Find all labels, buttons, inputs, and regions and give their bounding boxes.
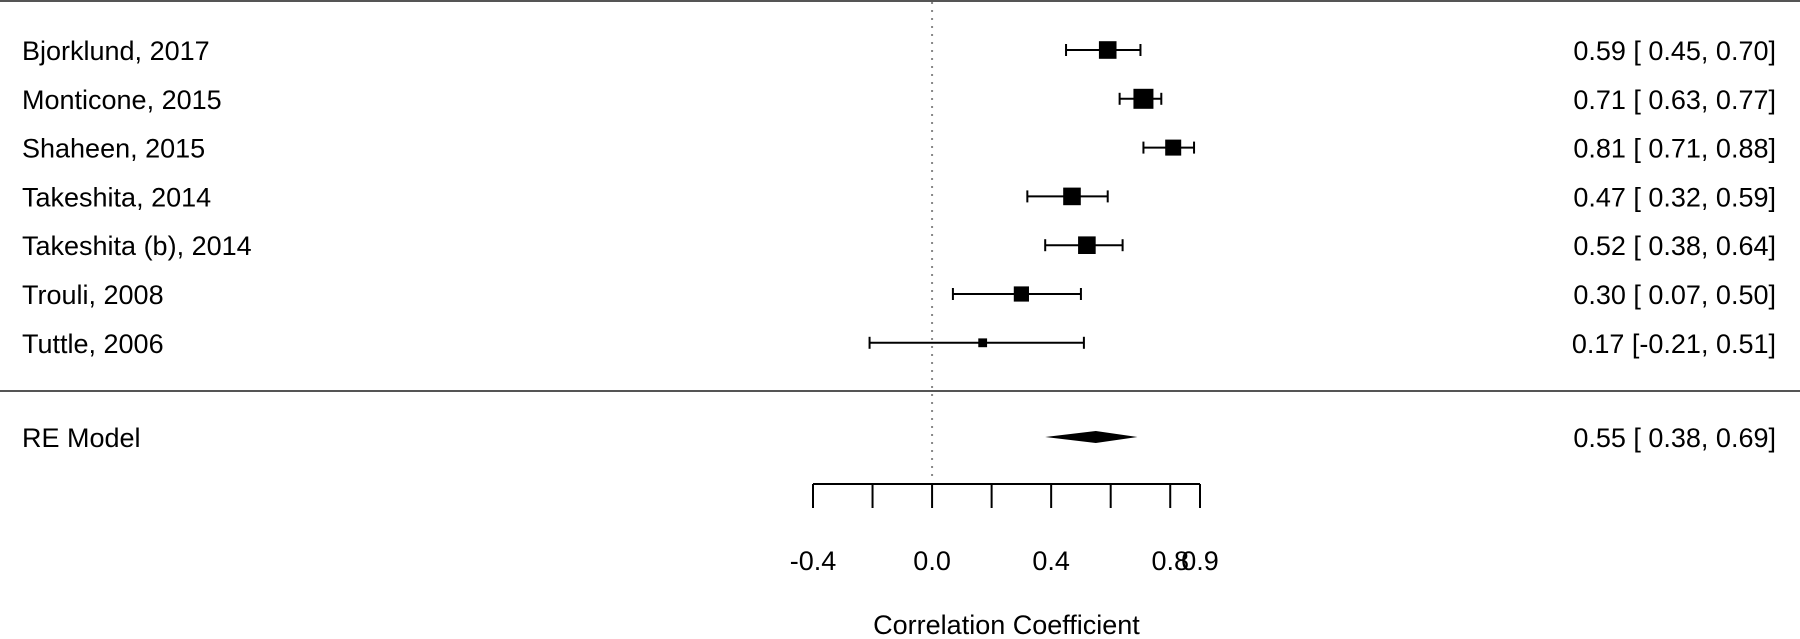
study-ci-text: 0.71 [ 0.63, 0.77]: [1573, 85, 1776, 115]
study-row: Tuttle, 2006 0.17 [-0.21, 0.51]: [22, 329, 1776, 359]
axis-tick-label: -0.4: [790, 546, 837, 576]
summary-ci-text: 0.55 [ 0.38, 0.69]: [1573, 423, 1776, 453]
study-ci-text: 0.30 [ 0.07, 0.50]: [1573, 280, 1776, 310]
study-label: Takeshita (b), 2014: [22, 231, 252, 261]
study-row: Shaheen, 2015 0.81 [ 0.71, 0.88]: [22, 134, 1776, 164]
axis-tick-label: 0.4: [1032, 546, 1070, 576]
axis-tick-label: 0.0: [913, 546, 951, 576]
study-ci-text: 0.17 [-0.21, 0.51]: [1572, 329, 1776, 359]
study-ci-text: 0.81 [ 0.71, 0.88]: [1573, 134, 1776, 164]
study-label: Tuttle, 2006: [22, 329, 164, 359]
point-estimate: [1165, 139, 1182, 156]
summary-label: RE Model: [22, 423, 141, 453]
summary-row: RE Model 0.55 [ 0.38, 0.69]: [22, 423, 1776, 453]
point-estimate: [1063, 187, 1081, 206]
study-label: Takeshita, 2014: [22, 182, 211, 212]
study-ci-text: 0.59 [ 0.45, 0.70]: [1573, 36, 1776, 66]
point-estimate: [1013, 286, 1029, 302]
study-row: Takeshita, 2014 0.47 [ 0.32, 0.59]: [22, 182, 1776, 212]
x-axis-label: Correlation Coefficient: [873, 610, 1140, 639]
axis-tick-label: 0.8: [1151, 546, 1189, 576]
study-row: Takeshita (b), 2014 0.52 [ 0.38, 0.64]: [22, 231, 1776, 261]
x-axis: -0.4 0.0 0.4 0.80.9: [790, 483, 1219, 576]
point-estimate: [1133, 88, 1154, 109]
study-label: Monticone, 2015: [22, 85, 222, 115]
study-ci-text: 0.47 [ 0.32, 0.59]: [1573, 182, 1776, 212]
point-estimate: [1078, 236, 1096, 254]
summary-diamond: [1045, 431, 1138, 443]
study-rows: Bjorklund, 2017 0.59 [ 0.45, 0.70] Montico…: [22, 36, 1776, 359]
study-row: Monticone, 2015 0.71 [ 0.63, 0.77]: [22, 85, 1776, 115]
study-row: Bjorklund, 2017 0.59 [ 0.45, 0.70]: [22, 36, 1776, 66]
axis-tick-label: 0.9: [1181, 546, 1219, 576]
study-label: Shaheen, 2015: [22, 134, 205, 164]
study-row: Trouli, 2008 0.30 [ 0.07, 0.50]: [22, 280, 1776, 310]
point-estimate: [1098, 41, 1117, 59]
study-ci-text: 0.52 [ 0.38, 0.64]: [1573, 231, 1776, 261]
study-label: Bjorklund, 2017: [22, 36, 210, 66]
study-label: Trouli, 2008: [22, 280, 164, 310]
point-estimate: [978, 338, 988, 348]
